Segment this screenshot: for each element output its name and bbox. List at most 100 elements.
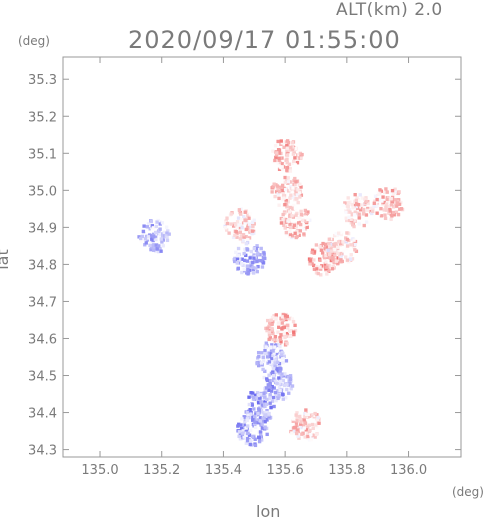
echo-cell <box>273 316 278 320</box>
echo-cell <box>281 188 285 193</box>
echo-cell <box>255 259 259 264</box>
echo-cell <box>273 158 277 163</box>
echo-cell <box>285 168 289 172</box>
echo-cell <box>382 208 386 212</box>
echo-cell <box>235 235 239 239</box>
echo-cell <box>360 196 365 200</box>
echo-cell <box>293 163 297 167</box>
echo-cell <box>256 251 260 256</box>
echo-cell <box>295 416 299 420</box>
echo-cell <box>238 225 242 230</box>
echo-cell <box>246 267 250 272</box>
echo-cell <box>311 412 315 417</box>
echo-cell <box>349 243 353 247</box>
echo-cell <box>245 259 250 263</box>
echo-cell <box>383 216 388 221</box>
echo-cell <box>257 408 262 412</box>
echo-cell <box>327 237 332 241</box>
echo-cell <box>302 424 306 428</box>
echo-cell <box>244 441 248 445</box>
y-tick-label: 34.7 <box>28 295 57 310</box>
echo-cell <box>292 425 297 430</box>
echo-cell <box>396 212 401 217</box>
echo-cell <box>279 316 283 321</box>
echo-cell <box>351 221 355 225</box>
echo-cell <box>298 195 302 199</box>
echo-cell <box>282 223 286 228</box>
echo-cell <box>260 438 264 442</box>
echo-cell <box>237 434 241 439</box>
echo-cell <box>239 212 243 216</box>
echo-cell <box>366 208 370 213</box>
echo-cell <box>324 263 328 268</box>
echo-cell <box>302 418 306 422</box>
echo-cell <box>296 200 300 205</box>
echo-cell <box>273 365 278 369</box>
echo-cell <box>294 180 298 184</box>
echo-cell <box>289 387 293 391</box>
echo-cell <box>146 235 150 239</box>
echo-cell <box>235 261 240 265</box>
echo-cell <box>160 232 165 236</box>
echo-cell <box>150 224 155 228</box>
echo-cell <box>373 194 378 198</box>
echo-cell <box>304 222 308 227</box>
echo-cell <box>260 426 265 430</box>
echo-cell <box>314 243 319 247</box>
echo-cell <box>352 245 356 249</box>
echo-cell <box>391 210 396 215</box>
echo-cell <box>383 190 387 195</box>
echo-cell <box>277 385 282 390</box>
echo-cell <box>284 220 288 224</box>
echo-cell <box>286 176 290 180</box>
echo-cell <box>246 238 250 242</box>
echo-cell <box>298 414 302 419</box>
echo-cell <box>227 231 231 235</box>
echo-cell <box>293 329 298 333</box>
echo-cell <box>283 202 287 207</box>
echo-cell <box>303 227 308 231</box>
echo-cell <box>239 262 244 266</box>
echo-cell <box>276 191 280 196</box>
echo-cell <box>339 230 343 235</box>
echo-cell <box>252 253 256 257</box>
echo-cell <box>240 257 244 261</box>
echo-cell <box>267 415 271 419</box>
echo-cell <box>267 411 271 416</box>
echo-cell <box>392 213 396 217</box>
echo-cell <box>285 383 289 387</box>
x-tick-label: 135.8 <box>328 463 365 478</box>
echo-cell <box>339 258 343 262</box>
echo-cell <box>299 420 303 424</box>
echo-cell <box>339 232 344 237</box>
echo-cell <box>361 212 366 216</box>
echo-cell <box>288 232 293 237</box>
echo-cell <box>352 199 357 204</box>
echo-cell <box>394 204 399 208</box>
echo-cell <box>158 247 162 251</box>
echo-cell <box>259 392 263 396</box>
x-tick-label: 136.0 <box>390 463 427 478</box>
echo-cell <box>263 351 268 356</box>
echo-cell <box>266 383 270 387</box>
echo-cell <box>254 411 258 415</box>
echo-cell <box>312 250 317 254</box>
echo-cell <box>277 381 281 385</box>
echo-cell <box>236 266 240 271</box>
echo-cell <box>325 255 329 260</box>
echo-cell <box>261 416 265 420</box>
echo-cell <box>292 203 296 208</box>
echo-cell <box>253 260 257 264</box>
echo-cell <box>239 423 243 427</box>
echo-cell <box>388 209 392 213</box>
echo-cell <box>297 233 301 237</box>
echo-cell <box>156 249 161 254</box>
echo-cell <box>271 374 276 378</box>
echo-cell <box>235 254 240 258</box>
echo-cell <box>284 396 288 400</box>
echo-cell <box>271 331 275 336</box>
echo-cell <box>269 318 273 322</box>
echo-cell <box>283 187 288 192</box>
echo-cell <box>330 237 334 242</box>
echo-cell <box>269 405 273 410</box>
